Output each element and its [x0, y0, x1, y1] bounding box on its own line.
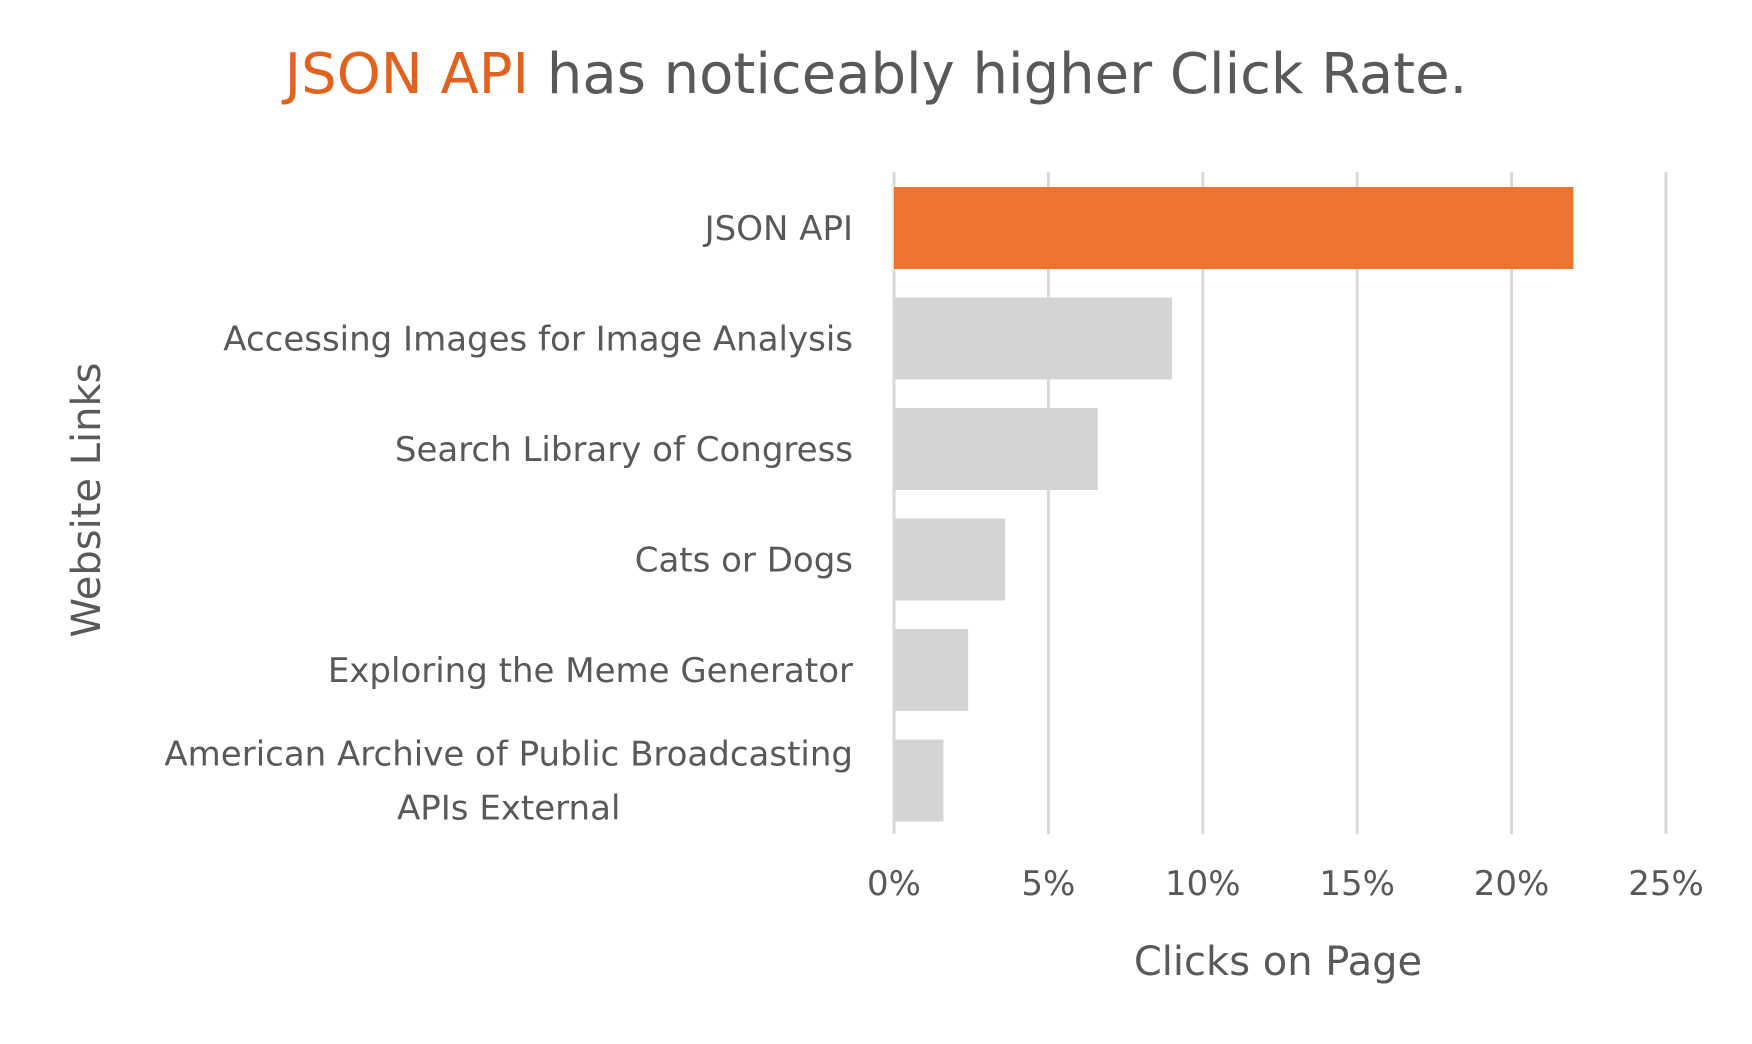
category-label-0: JSON API: [703, 209, 853, 249]
x-tick-label-4: 20%: [1474, 864, 1550, 904]
category-label-4-line-0: Exploring the Meme Generator: [328, 651, 853, 691]
bar-0: [894, 187, 1574, 269]
category-label-1-line-0: Accessing Images for Image Analysis: [223, 320, 853, 360]
bar-3: [894, 518, 1006, 601]
x-tick-label-2: 10%: [1165, 864, 1241, 904]
gridlines: [892, 172, 1668, 834]
category-label-3: Cats or Dogs: [635, 541, 853, 581]
y-axis-title: Website Links: [64, 363, 110, 638]
bar-5: [894, 739, 944, 822]
category-label-3-line-0: Cats or Dogs: [635, 541, 853, 581]
category-labels: JSON API Accessing Images for Image Analy…: [164, 209, 853, 829]
category-label-2-line-0: Search Library of Congress: [395, 430, 853, 470]
x-tick-label-0: 0%: [867, 864, 921, 904]
category-label-5: American Archive of Public Broadcasting A…: [164, 735, 853, 829]
category-label-1: Accessing Images for Image Analysis: [223, 320, 853, 360]
x-tick-labels: 0% 5% 10% 15% 20% 25%: [867, 864, 1704, 904]
category-label-4: Exploring the Meme Generator: [328, 651, 853, 691]
category-label-5-line-1: APIs External: [397, 789, 620, 829]
category-label-5-line-0: American Archive of Public Broadcasting: [164, 735, 853, 775]
bars: [894, 187, 1574, 822]
bar-2: [894, 408, 1098, 490]
x-axis-title: Clicks on Page: [1134, 939, 1422, 985]
category-label-2: Search Library of Congress: [395, 430, 853, 470]
chart-title: JSON API has noticeably higher Click Rat…: [282, 42, 1468, 107]
x-tick-label-5: 25%: [1628, 864, 1704, 904]
bar-1: [894, 297, 1172, 380]
bar-4: [894, 629, 969, 711]
title-highlight: JSON API: [282, 42, 529, 107]
category-label-0-line-0: JSON API: [703, 209, 853, 249]
title-rest: has noticeably higher Click Rate.: [529, 42, 1467, 107]
x-tick-label-1: 5%: [1021, 864, 1075, 904]
x-tick-label-3: 15%: [1319, 864, 1395, 904]
